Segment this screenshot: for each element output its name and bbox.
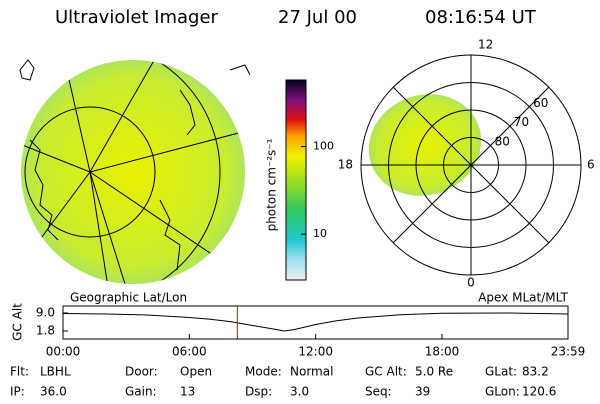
field-value: 13 [180,385,195,399]
polar-plot [360,54,582,276]
map-label: Geographic Lat/Lon [70,291,187,305]
field-value: 3.0 [290,385,309,399]
lat-ring [443,137,499,193]
mlt-label: 12 [478,38,493,52]
x-tick-label: 18:00 [425,345,460,359]
field-label: Flt: [10,365,29,379]
field-label: Door: [125,365,158,379]
field-label: GLon: [485,385,520,399]
lat-label: 80 [495,134,510,148]
lat-label: 60 [533,96,548,110]
colorbar-tick-label: 10 [313,227,327,240]
polar-label: Apex MLat/MLT [478,291,568,305]
lat-label: 70 [514,115,529,129]
date: 27 Jul 00 [278,7,357,28]
x-tick-label: 00:00 [46,345,81,359]
colorbar-label: photon cm⁻²s⁻¹ [265,138,279,231]
y-tick-label: 1.8 [36,324,55,338]
x-tick-label: 23:59 [551,345,586,359]
field-label: GC Alt: [365,365,407,379]
field-value: 39 [415,385,430,399]
field-value: 5.0 Re [415,365,453,379]
field-label: IP: [10,385,25,399]
lat-ring [388,82,554,248]
field-value: LBHL [40,365,71,379]
field-label: Mode: [245,365,282,379]
field-value: 83.2 [522,365,549,379]
field-value: Open [180,365,212,379]
globe-image [19,59,251,284]
mlt-label: 0 [467,276,475,290]
title: Ultraviolet Imager [55,7,219,28]
x-tick-label: 12:00 [298,345,333,359]
y-axis-label: GC Alt [11,303,25,341]
field-label: Dsp: [245,385,272,399]
altitude-line [62,312,569,332]
time: 08:16:54 UT [425,7,537,28]
colorbar-tick-label: 100 [313,140,334,153]
y-tick-label: 9.0 [36,306,55,320]
field-value: 36.0 [40,385,67,399]
field-label: GLat: [485,365,517,379]
colorbar [285,79,307,281]
field-label: Seq: [365,385,392,399]
field-value: Normal [290,365,333,379]
lat-ring [415,109,527,221]
field-label: Gain: [125,385,157,399]
mlt-label: 18 [338,158,353,172]
mlt-label: 6 [587,158,595,172]
field-value: 120.6 [522,385,556,399]
x-tick-label: 06:00 [172,345,207,359]
